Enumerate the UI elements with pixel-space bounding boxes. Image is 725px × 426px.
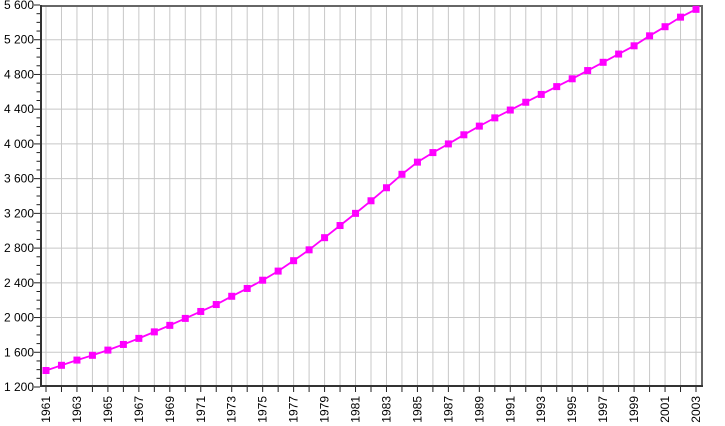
data-point: [212, 301, 220, 309]
y-tick-label: 1 600: [4, 345, 34, 359]
data-point: [537, 90, 545, 98]
data-point: [259, 276, 267, 284]
x-tick-label: 2001: [658, 396, 672, 423]
x-tick-label: 1985: [410, 396, 424, 423]
data-point: [181, 314, 189, 322]
x-tick-label: 1973: [225, 396, 239, 423]
data-point: [584, 67, 592, 75]
data-point: [135, 334, 143, 342]
x-tick-label: 1983: [379, 396, 393, 423]
data-point: [630, 42, 638, 50]
y-tick-label: 2 000: [4, 311, 34, 325]
data-point: [553, 83, 561, 91]
data-point: [352, 209, 360, 217]
x-tick-label: 1987: [441, 396, 455, 423]
data-point: [243, 284, 251, 292]
data-point: [568, 75, 576, 83]
y-tick-label: 4 800: [4, 67, 34, 81]
x-tick-label: 1981: [349, 396, 363, 423]
data-point: [119, 340, 127, 348]
x-tick-label: 1977: [287, 396, 301, 423]
y-tick-label: 5 200: [4, 33, 34, 47]
data-point: [506, 106, 514, 114]
data-point: [460, 131, 468, 139]
data-point: [522, 98, 530, 106]
y-tick-label: 4 400: [4, 102, 34, 116]
x-tick-label: 1993: [534, 396, 548, 423]
data-point: [274, 267, 282, 275]
data-point: [321, 234, 329, 242]
data-point: [692, 5, 700, 13]
x-tick-label: 1997: [596, 396, 610, 423]
x-tick-label: 1971: [194, 396, 208, 423]
data-point: [367, 197, 375, 205]
x-tick-label: 1979: [318, 396, 332, 423]
x-tick-label: 1999: [627, 396, 641, 423]
x-tick-label: 1963: [70, 396, 84, 423]
data-point: [336, 222, 344, 230]
data-point: [677, 13, 685, 21]
data-point: [615, 50, 623, 58]
data-point: [166, 321, 174, 329]
x-tick-label: 1965: [101, 396, 115, 423]
y-tick-label: 5 600: [4, 0, 34, 12]
x-tick-label: 1961: [39, 396, 53, 423]
y-tick-label: 2 400: [4, 276, 34, 290]
x-tick-label: 1975: [256, 396, 270, 423]
data-point: [104, 346, 112, 354]
y-tick-labels: 1 200 1 600 2 000 2 400 2 800 3 200 3 600 4 000…: [4, 0, 34, 394]
data-point: [444, 140, 452, 148]
y-tick-label: 3 600: [4, 172, 34, 186]
x-tick-label: 1969: [163, 396, 177, 423]
data-point: [197, 307, 205, 315]
data-point: [42, 367, 50, 375]
data-point: [290, 257, 298, 265]
data-point: [57, 361, 65, 369]
data-point: [491, 114, 499, 122]
y-tick-label: 2 800: [4, 241, 34, 255]
axis-ticks: [34, 4, 697, 392]
data-point: [150, 328, 158, 336]
gridlines: [40, 5, 703, 387]
data-point: [398, 170, 406, 178]
data-point: [429, 149, 437, 157]
x-tick-labels: 1961 1963 1965 1967 1969 1971 1973 1975 1977 1979…: [39, 396, 703, 423]
data-point: [305, 246, 313, 254]
x-tick-label: 2003: [689, 396, 703, 423]
y-tick-label: 1 200: [4, 380, 34, 394]
data-point: [646, 32, 654, 40]
y-tick-label: 3 200: [4, 206, 34, 220]
data-point: [73, 356, 81, 364]
data-point: [661, 23, 669, 31]
data-markers: [42, 5, 700, 375]
data-point: [413, 158, 421, 166]
x-tick-label: 1991: [503, 396, 517, 423]
data-point: [599, 58, 607, 66]
data-point: [88, 351, 96, 359]
data-point: [475, 122, 483, 130]
x-tick-label: 1995: [565, 396, 579, 423]
x-tick-label: 1989: [472, 396, 486, 423]
y-tick-label: 4 000: [4, 137, 34, 151]
data-point: [382, 184, 390, 192]
x-tick-label: 1967: [132, 396, 146, 423]
data-point: [228, 292, 236, 300]
